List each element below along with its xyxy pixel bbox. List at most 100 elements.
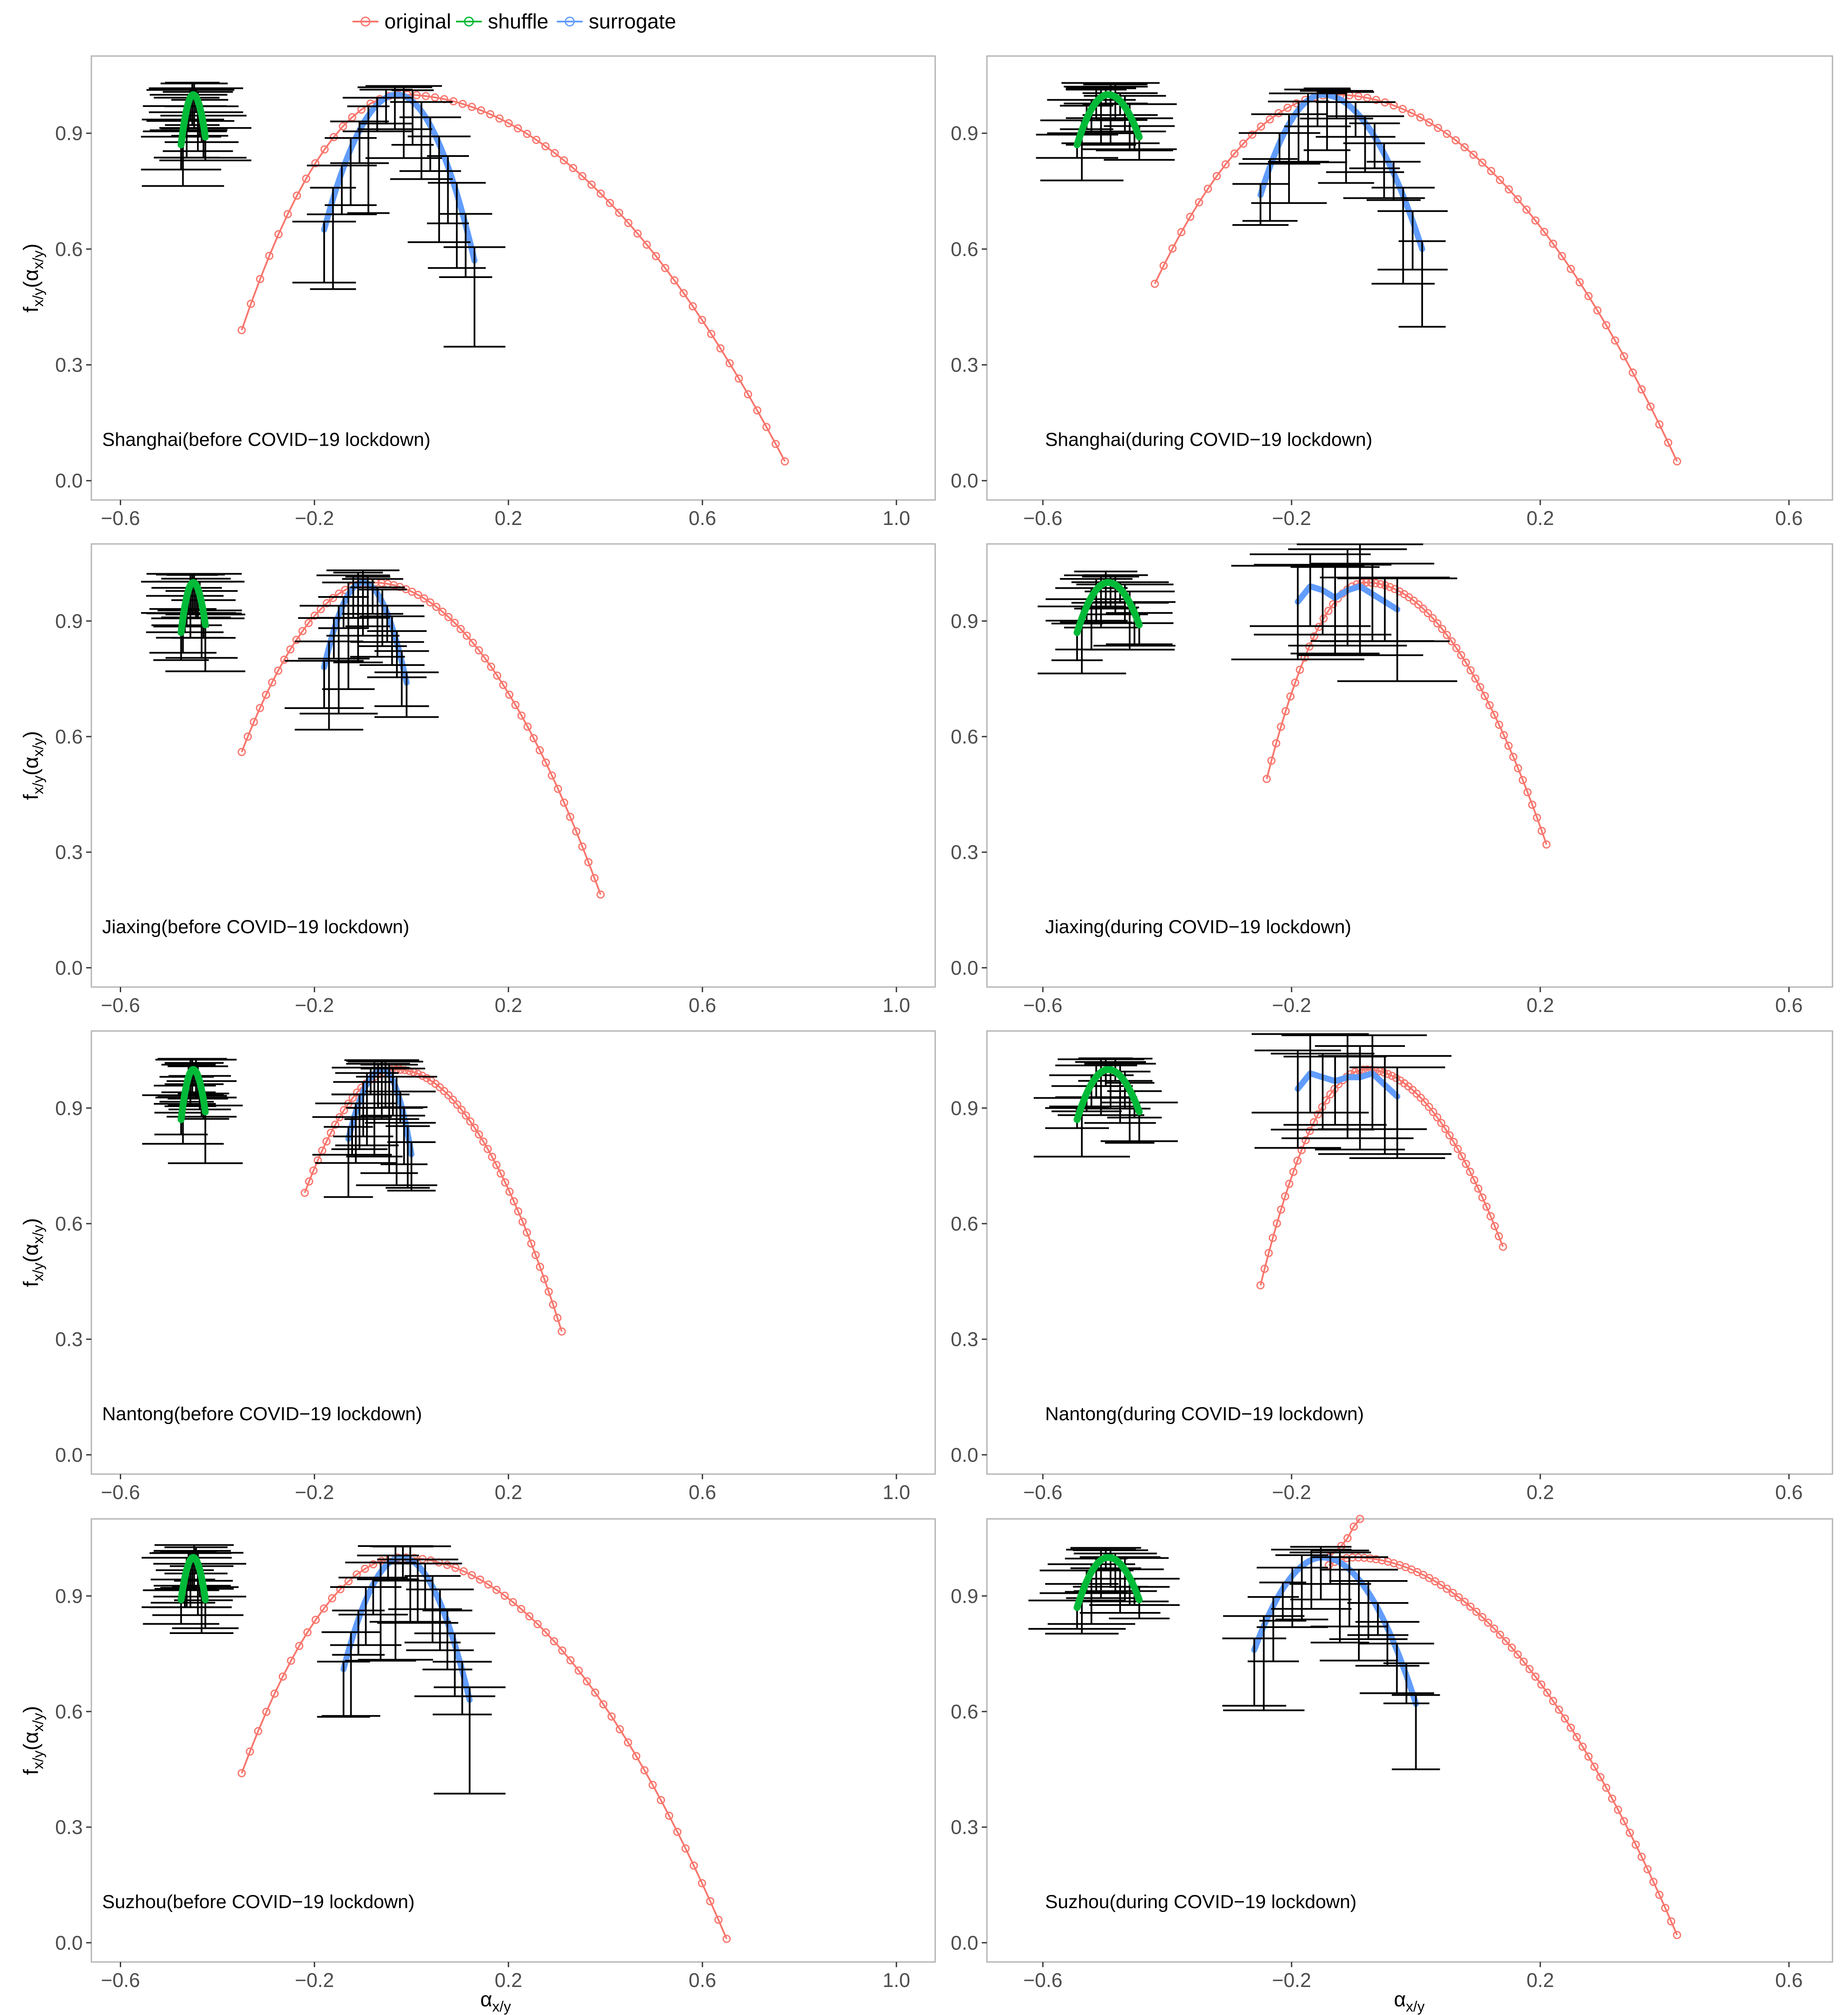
original-point bbox=[1417, 1093, 1425, 1102]
x-tick-label: 0.2 bbox=[1526, 1969, 1554, 1991]
original-point bbox=[596, 890, 605, 899]
original-point bbox=[566, 812, 574, 821]
error-bars bbox=[1222, 1546, 1440, 1771]
original-point bbox=[492, 1586, 501, 1594]
original-point bbox=[690, 1861, 698, 1870]
y-tick-label: 0.3 bbox=[55, 1816, 83, 1838]
original-line bbox=[304, 1068, 563, 1332]
panel-border bbox=[986, 1518, 1833, 1963]
original-line bbox=[1328, 1556, 1678, 1936]
original-point bbox=[481, 654, 489, 662]
original-point bbox=[1673, 457, 1681, 465]
series-original bbox=[1324, 1515, 1681, 1939]
panel-border bbox=[986, 55, 1833, 501]
original-point bbox=[479, 1137, 488, 1146]
legend-item-surrogate[interactable]: surrogate bbox=[557, 10, 676, 33]
y-tick-label: 0.3 bbox=[951, 1816, 978, 1838]
original-point bbox=[559, 156, 568, 165]
x-tick-label: 0.2 bbox=[495, 1969, 522, 1991]
original-point bbox=[1376, 580, 1385, 588]
original-point bbox=[243, 732, 252, 741]
original-point bbox=[369, 1560, 378, 1568]
panel-border bbox=[91, 1030, 936, 1475]
original-point bbox=[1291, 678, 1299, 687]
original-point bbox=[303, 1628, 312, 1637]
series-shuffle bbox=[178, 1066, 209, 1123]
original-point bbox=[340, 1106, 348, 1115]
original-line bbox=[1259, 1068, 1504, 1286]
original-point bbox=[1490, 710, 1498, 719]
original-point bbox=[525, 1612, 534, 1621]
original-point bbox=[1445, 1131, 1454, 1140]
shuffle-line bbox=[178, 91, 209, 148]
original-point bbox=[1425, 118, 1433, 127]
original-point bbox=[529, 734, 538, 743]
original-point bbox=[1531, 1672, 1540, 1681]
legend-item-shuffle[interactable]: shuffle bbox=[456, 10, 549, 33]
error-bars bbox=[312, 1059, 437, 1198]
x-tick-label: −0.6 bbox=[101, 1481, 140, 1503]
original-point bbox=[1462, 1159, 1470, 1168]
x-axis-title-symbol-right: α bbox=[1394, 1988, 1406, 2011]
panel-border bbox=[986, 1030, 1833, 1475]
original-point bbox=[1466, 1168, 1474, 1176]
y-axis-title-part: (α bbox=[20, 1243, 43, 1262]
original-point bbox=[431, 93, 439, 102]
panel-label: Shanghai(before COVID−19 lockdown) bbox=[102, 429, 431, 450]
original-point bbox=[451, 1564, 460, 1572]
original-point bbox=[1667, 1917, 1676, 1926]
original-point bbox=[449, 1095, 457, 1104]
original-point bbox=[300, 1188, 309, 1197]
original-point bbox=[1655, 1890, 1664, 1899]
original-point bbox=[1412, 1089, 1421, 1098]
original-point bbox=[466, 1117, 474, 1126]
original-point bbox=[459, 100, 467, 108]
original-point bbox=[1186, 212, 1195, 221]
original-point bbox=[1433, 1113, 1442, 1122]
x-tick-label: −0.6 bbox=[101, 1969, 140, 1991]
series-surrogate bbox=[340, 1554, 473, 1703]
original-point bbox=[1466, 1603, 1475, 1611]
original-point bbox=[698, 1879, 706, 1887]
original-point bbox=[504, 119, 513, 128]
original-point bbox=[1485, 701, 1494, 709]
original-point bbox=[1302, 1136, 1310, 1144]
original-point bbox=[1343, 1534, 1352, 1543]
original-point bbox=[292, 636, 301, 644]
original-point bbox=[1502, 1637, 1510, 1645]
legend-item-original[interactable]: original bbox=[353, 10, 451, 33]
original-point bbox=[237, 1769, 246, 1778]
original-point bbox=[514, 1207, 522, 1215]
original-point bbox=[1549, 239, 1558, 248]
original-point bbox=[1514, 764, 1522, 773]
x-tick-label: −0.6 bbox=[1023, 1969, 1062, 1991]
original-point bbox=[1319, 614, 1328, 623]
x-axis-title-sub-right: x/y bbox=[1406, 1999, 1424, 2015]
original-point bbox=[652, 252, 660, 260]
original-point bbox=[1620, 1817, 1628, 1825]
original-point bbox=[1498, 1243, 1507, 1251]
x-tick-label: −0.6 bbox=[1023, 507, 1062, 529]
original-point bbox=[706, 1897, 715, 1906]
original-point bbox=[558, 1327, 566, 1336]
original-point bbox=[714, 1915, 723, 1924]
original-point bbox=[329, 594, 337, 603]
original-point bbox=[574, 1666, 583, 1675]
y-tick-label: 0.0 bbox=[55, 1443, 83, 1466]
original-point bbox=[486, 110, 495, 119]
original-point bbox=[1522, 205, 1531, 214]
original-point bbox=[542, 1628, 550, 1637]
original-point bbox=[1266, 115, 1274, 124]
original-point bbox=[1523, 788, 1532, 797]
y-tick-label: 0.6 bbox=[951, 1212, 978, 1235]
y-axis-title-part: ) bbox=[20, 1218, 43, 1225]
original-point bbox=[599, 1700, 608, 1709]
original-point bbox=[1453, 1145, 1462, 1153]
y-tick-label: 0.3 bbox=[951, 1328, 978, 1350]
panel-7: 0.0 0.3 0.6 0.9 −0.6 −0.2 0.2 0.6 1.0 Suzhou(befo… bbox=[55, 1518, 936, 1991]
y-axis-title-part: ) bbox=[20, 731, 43, 738]
y-axis-title-part: (α bbox=[20, 269, 43, 288]
original-point bbox=[1326, 1090, 1335, 1099]
original-point bbox=[1593, 306, 1601, 315]
original-point bbox=[322, 599, 331, 607]
